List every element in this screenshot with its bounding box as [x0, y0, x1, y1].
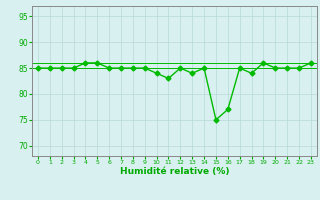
- X-axis label: Humidité relative (%): Humidité relative (%): [120, 167, 229, 176]
